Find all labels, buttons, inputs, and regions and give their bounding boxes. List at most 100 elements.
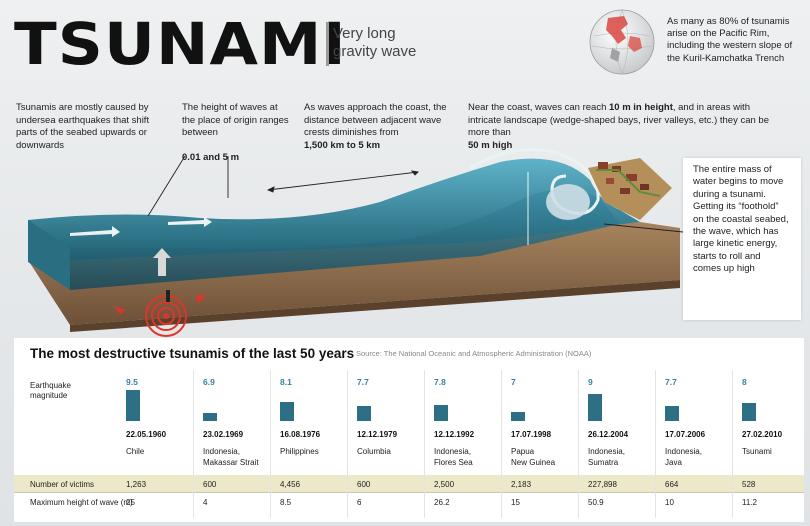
magnitude-bar xyxy=(126,389,140,421)
coast-note-text-2: , and in areas with intricate landscape … xyxy=(468,102,769,138)
magnitude-label: Earthquake magnitude xyxy=(30,381,71,400)
column-separator xyxy=(732,370,733,518)
column-separator xyxy=(347,370,348,518)
magnitude-bar xyxy=(588,394,602,421)
event-location: Indonesia, Flores Sea xyxy=(434,446,504,468)
column-separator xyxy=(193,370,194,518)
event-date: 12.12.1979 xyxy=(357,430,398,439)
magnitude-bar xyxy=(203,413,217,421)
victims-label: Number of victims xyxy=(30,480,95,489)
victims-value: 600 xyxy=(357,480,371,489)
column-separator xyxy=(424,370,425,518)
column-separator xyxy=(501,370,502,518)
table-title: The most destructive tsunamis of the las… xyxy=(30,346,355,361)
magnitude-value: 9 xyxy=(588,377,593,387)
victims-value: 664 xyxy=(665,480,679,489)
victims-value: 1,263 xyxy=(126,480,147,489)
max-height-value: 8.5 xyxy=(280,498,292,507)
victims-value: 2,500 xyxy=(434,480,455,489)
tsunami-cross-section xyxy=(28,147,684,337)
event-location: Indonesia, Makassar Strait xyxy=(203,446,273,468)
max-height-value: 10 xyxy=(665,498,674,507)
victims-value: 600 xyxy=(203,480,217,489)
magnitude-bar xyxy=(665,405,679,421)
magnitude-bar xyxy=(434,405,448,421)
event-location: Papua New Guinea xyxy=(511,446,581,468)
victims-value: 528 xyxy=(742,480,756,489)
height-note-value: 0.01 and 5 m xyxy=(182,152,240,163)
magnitude-bar xyxy=(280,402,294,421)
max-height-value: 15 xyxy=(511,498,520,507)
event-date: 26.12.2004 xyxy=(588,430,629,439)
coast-note-value-2: 50 m high xyxy=(468,139,513,151)
height-note-text: The height of waves at the place of orig… xyxy=(182,102,289,138)
globe-icon xyxy=(589,9,655,75)
coast-note-value-1: 10 m in height xyxy=(609,102,673,113)
event-location-line: Philippines xyxy=(280,447,319,456)
distance-note: As waves approach the coast, the distanc… xyxy=(304,102,452,152)
event-location-line: Makassar Strait xyxy=(203,458,259,467)
max-height-value: 6 xyxy=(357,498,362,507)
magnitude-value: 7.7 xyxy=(357,377,369,387)
event-location-line: Indonesia, xyxy=(434,447,471,456)
victims-value: 4,456 xyxy=(280,480,301,489)
table-source: Source: The National Oceanic and Atmosph… xyxy=(356,349,592,358)
victims-value: 2,183 xyxy=(511,480,532,489)
magnitude-value: 6.9 xyxy=(203,377,215,387)
event-location-line: Indonesia, xyxy=(665,447,702,456)
event-location-line: Java xyxy=(665,458,682,467)
event-location-line: Sumatra xyxy=(588,458,619,467)
magnitude-bar xyxy=(742,403,756,421)
max-height-value: 4 xyxy=(203,498,208,507)
victims-value: 227,898 xyxy=(588,480,617,489)
event-location: Indonesia, Java xyxy=(665,446,735,468)
max-height-label: Maximum height of wave (m) xyxy=(30,498,133,507)
magnitude-bar xyxy=(511,412,525,421)
annotation-lines xyxy=(147,155,684,245)
event-location-line: Papua xyxy=(511,447,535,456)
page-subtitle: Very long gravity wave xyxy=(333,25,417,60)
water-body xyxy=(28,158,640,290)
event-location-line: New Guinea xyxy=(511,458,556,467)
magnitude-value: 9.5 xyxy=(126,377,138,387)
distance-note-text: As waves approach the coast, the distanc… xyxy=(304,102,447,138)
event-location: Indonesia, Sumatra xyxy=(588,446,658,468)
event-date: 16.08.1976 xyxy=(280,430,321,439)
column-separator xyxy=(655,370,656,518)
event-date: 17.07.1998 xyxy=(511,430,552,439)
wave-motion-arrows xyxy=(70,217,212,276)
event-date: 23.02.1969 xyxy=(203,430,244,439)
title-divider xyxy=(326,22,329,66)
earthquake-epicenter xyxy=(114,290,206,337)
cause-note: Tsunamis are mostly caused by undersea e… xyxy=(16,102,150,151)
page-title: TSUNAMI xyxy=(14,10,347,78)
magnitude-value: 8.1 xyxy=(280,377,292,387)
event-location: Tsunami xyxy=(742,446,810,457)
column-separator xyxy=(270,370,271,518)
coast-note-text-1: Near the coast, waves can reach xyxy=(468,102,607,113)
wave-crest xyxy=(469,147,600,220)
max-height-value: 11.2 xyxy=(742,498,757,507)
max-height-value: 50.9 xyxy=(588,498,604,507)
magnitude-bar xyxy=(357,405,371,421)
coastline-village xyxy=(588,158,672,220)
magnitude-value: 8 xyxy=(742,377,747,387)
event-location-line: Tsunami xyxy=(742,447,772,456)
distance-note-value: 1,500 km to 5 km xyxy=(304,139,381,151)
seabed-layer xyxy=(28,222,680,332)
event-location-line: Indonesia, xyxy=(588,447,625,456)
max-height-value: 26.2 xyxy=(434,498,450,507)
event-location-line: Flores Sea xyxy=(434,458,473,467)
event-location: Columbia xyxy=(357,446,427,457)
event-date: 27.02.2010 xyxy=(742,430,783,439)
event-location-line: Columbia xyxy=(357,447,391,456)
max-height-value: 25 xyxy=(126,498,135,507)
event-location: Philippines xyxy=(280,446,350,457)
event-location: Chile xyxy=(126,446,196,457)
event-date: 12.12.1992 xyxy=(434,430,475,439)
event-location-line: Indonesia, xyxy=(203,447,240,456)
event-date: 17.07.2006 xyxy=(665,430,706,439)
height-note: The height of waves at the place of orig… xyxy=(182,102,292,165)
magnitude-value: 7 xyxy=(511,377,516,387)
event-date: 22.05.1960 xyxy=(126,430,167,439)
